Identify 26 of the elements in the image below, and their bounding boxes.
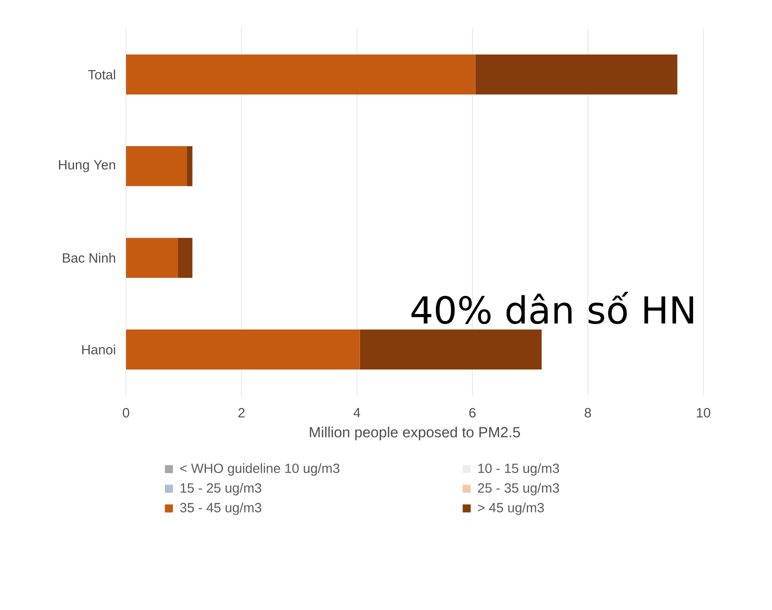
bar bbox=[475, 54, 678, 94]
bar bbox=[186, 146, 192, 186]
x-tick-label: 8 bbox=[584, 408, 591, 418]
y-tick-label: Bac Ninh bbox=[62, 252, 116, 263]
legend-label: 15 - 25 ug/m3 bbox=[180, 482, 262, 496]
bar bbox=[360, 329, 542, 370]
bar bbox=[126, 54, 476, 94]
bar bbox=[178, 238, 192, 278]
x-axis-title: Million people exposed to PM2.5 bbox=[310, 426, 520, 440]
x-tick-label: 2 bbox=[238, 408, 245, 418]
bar bbox=[126, 329, 360, 370]
y-tick-label: Total bbox=[88, 70, 116, 80]
x-tick-label: 6 bbox=[469, 408, 476, 418]
legend-label: 25 - 35 ug/m3 bbox=[478, 482, 560, 496]
bar bbox=[126, 238, 178, 278]
bar bbox=[126, 146, 187, 186]
legend-label: 10 - 15 ug/m3 bbox=[478, 463, 560, 476]
legend-label: > 45 ug/m3 bbox=[478, 502, 544, 515]
x-tick-label: 0 bbox=[122, 408, 130, 418]
legend-label: < WHO guideline 10 ug/m3 bbox=[180, 463, 340, 476]
x-tick-label: 4 bbox=[354, 408, 360, 418]
y-tick-label: Hung Yen bbox=[58, 160, 116, 172]
annotation: 40% dân số HN bbox=[411, 292, 694, 324]
y-tick-label: Hanoi bbox=[82, 344, 116, 354]
legend-label: 35 - 45 ug/m3 bbox=[180, 502, 262, 515]
x-tick-label: 10 bbox=[696, 408, 710, 418]
